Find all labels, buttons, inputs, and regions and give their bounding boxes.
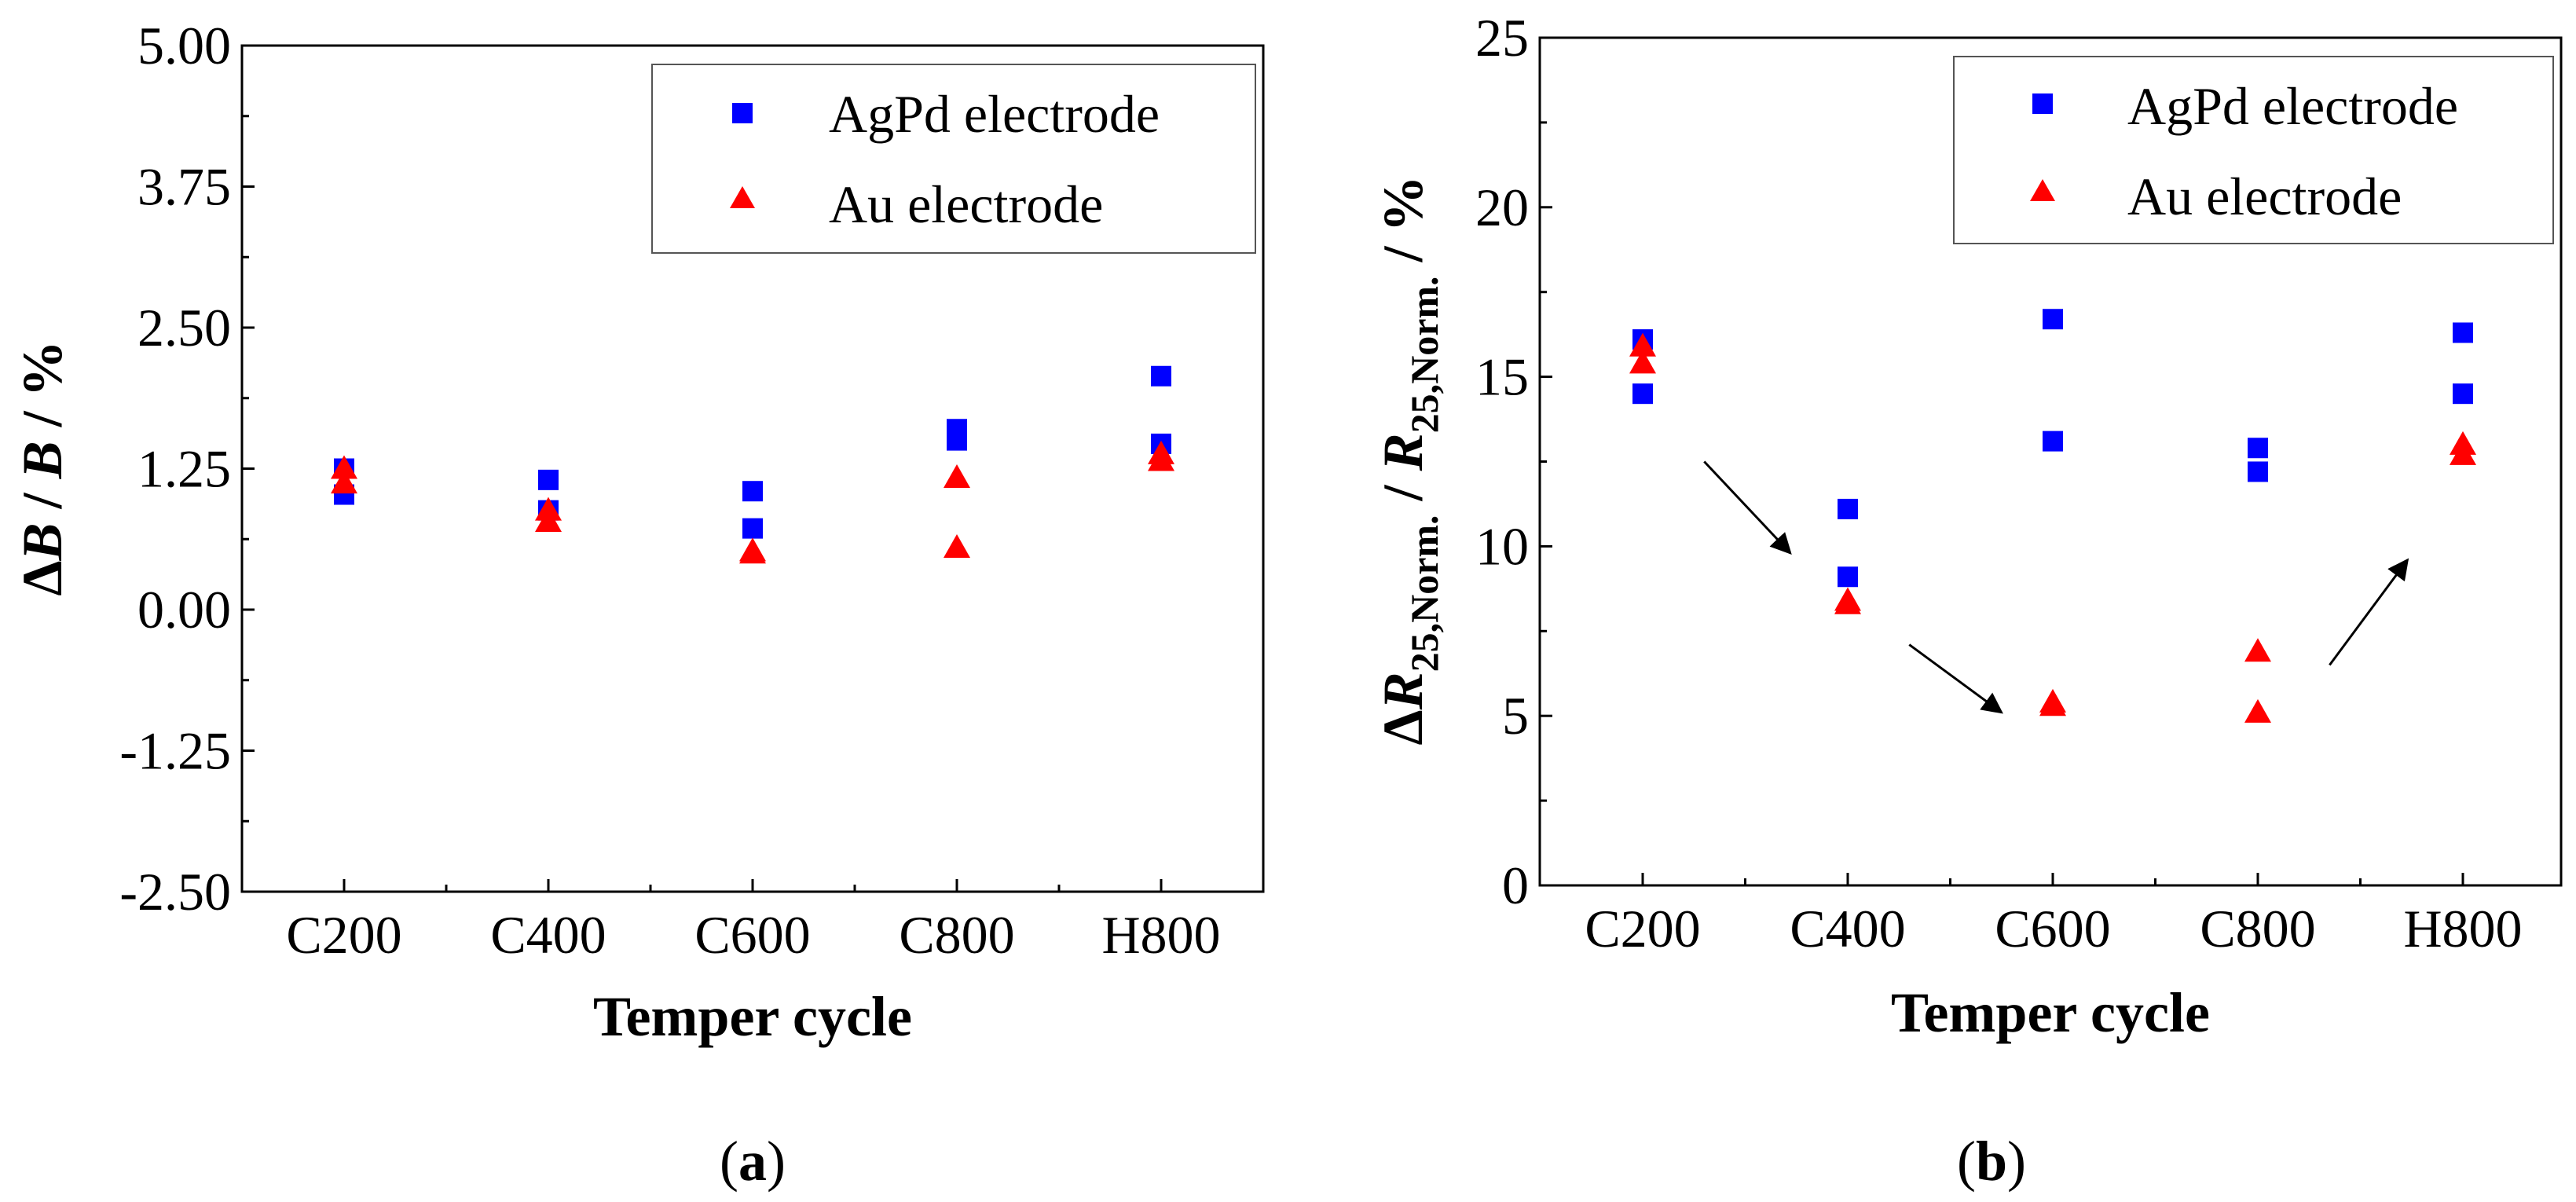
data-point-au <box>2244 698 2271 723</box>
y-label-sub2-b: 25,Norm. <box>1402 276 1446 433</box>
trend-arrows-b <box>1703 460 2409 714</box>
panel-letter-b: b <box>1976 1130 2007 1193</box>
y-tick-label: -1.25 <box>119 721 231 781</box>
legend-label-au-a: Au electrode <box>829 174 1103 234</box>
y-ticks-a: -2.50 -1.25 0.00 1.25 2.50 3.75 5.00 <box>119 16 255 922</box>
legend-label-agpd-a: AgPd electrode <box>829 84 1160 144</box>
trend-arrow <box>1703 460 1792 555</box>
y-label-var2-a: B <box>11 441 74 479</box>
x-tick-label: C400 <box>490 905 606 965</box>
x-ticks-a: C200 C400 C600 C800 H800 <box>286 879 1221 965</box>
legend-b: AgPd electrode Au electrode <box>1953 56 2554 244</box>
data-points-b <box>1629 309 2476 723</box>
trend-arrow <box>1908 643 2003 714</box>
data-point-au <box>331 470 357 494</box>
y-tick-label: 2.50 <box>137 298 231 357</box>
x-tick-label: H800 <box>1101 905 1220 965</box>
y-tick-label: 5.00 <box>137 16 231 75</box>
y-tick-label: 1.25 <box>137 439 231 499</box>
y-tick-label: 20 <box>1475 178 1529 237</box>
legend-a: AgPd electrode Au electrode <box>651 64 1256 254</box>
data-point-au <box>2039 692 2066 716</box>
data-point-au <box>2244 638 2271 662</box>
x-tick-label: C800 <box>899 905 1014 965</box>
x-tick-label: C200 <box>286 905 401 965</box>
legend-marker-au-a <box>730 186 755 208</box>
data-point-agpd <box>2248 438 2268 459</box>
y-tick-label: 0.00 <box>137 580 231 639</box>
legend-label-au-b: Au electrode <box>2127 167 2402 226</box>
y-label-var1-b: R <box>1372 672 1435 710</box>
x-tick-label: C400 <box>1790 899 1905 958</box>
y-tick-label: 0 <box>1502 856 1529 915</box>
data-point-au <box>535 508 562 532</box>
x-axis-label-a: Temper cycle <box>593 985 912 1048</box>
data-points-a <box>331 365 1174 564</box>
data-point-au <box>2450 441 2476 465</box>
y-label-sep1-a: / <box>11 478 74 522</box>
y-tick-label: 5 <box>1502 686 1529 746</box>
x-ticks-b: C200 C400 C600 C800 H800 <box>1585 873 2523 958</box>
x-axis-label-b: Temper cycle <box>1891 981 2210 1044</box>
y-axis-label-a: ΔB / B / % <box>11 340 74 596</box>
y-label-sep2-a: / % <box>11 340 74 441</box>
panel-letter-a: a <box>738 1130 767 1193</box>
trend-arrow <box>2329 558 2409 666</box>
y-ticks-b: 0 5 10 15 20 25 <box>1475 8 1552 915</box>
data-point-agpd <box>1151 365 1171 387</box>
data-point-agpd <box>538 469 559 490</box>
y-label-sub1-b: 25,Norm. <box>1402 515 1446 672</box>
data-point-agpd <box>742 481 763 502</box>
panel-label-a: (a) <box>720 1130 786 1193</box>
y-label-unit-b: / % <box>1372 175 1435 276</box>
y-label-delta-b: Δ <box>1372 709 1435 745</box>
y-tick-label: 10 <box>1475 516 1529 576</box>
y-label-sep-b: / <box>1372 471 1435 515</box>
legend-box-b <box>1953 56 2554 244</box>
y-label-delta-a: Δ <box>11 560 74 596</box>
data-point-agpd <box>2453 322 2473 343</box>
legend-marker-agpd-a <box>732 103 753 123</box>
y-axis-label-b: ΔR25,Norm. / R25,Norm. / % <box>1372 175 1446 745</box>
y-tick-label: 15 <box>1475 347 1529 407</box>
chart-panel-a: -2.50-1.250.001.252.503.755.00 C200 C400 C… <box>11 16 1265 1193</box>
data-point-agpd <box>947 430 967 451</box>
data-point-agpd <box>2453 383 2473 405</box>
y-tick-label: 3.75 <box>137 157 231 217</box>
legend-box-a <box>651 64 1256 254</box>
data-point-au <box>944 534 970 559</box>
x-tick-label: C600 <box>694 905 810 965</box>
y-tick-label: -2.50 <box>119 862 231 922</box>
data-point-au <box>944 464 970 488</box>
legend-marker-agpd-b <box>2032 93 2053 114</box>
y-label-var1-a: B <box>11 522 74 561</box>
data-point-agpd <box>2043 431 2063 452</box>
data-point-agpd <box>742 518 763 539</box>
data-point-au <box>739 540 766 564</box>
data-point-au <box>331 455 357 479</box>
data-point-agpd <box>2043 309 2063 330</box>
x-tick-label: C200 <box>1585 899 1700 958</box>
y-label-var2-b: R <box>1372 433 1435 471</box>
data-point-agpd <box>1838 566 1858 588</box>
x-tick-label: C600 <box>1995 899 2110 958</box>
data-point-au <box>1629 350 1656 374</box>
data-point-agpd <box>1632 383 1653 405</box>
legend-marker-au-b <box>2030 179 2055 201</box>
x-tick-label: C800 <box>2200 899 2315 958</box>
data-point-au <box>1629 332 1656 357</box>
y-tick-label: 25 <box>1475 8 1529 68</box>
data-point-au <box>1834 590 1861 614</box>
data-point-agpd <box>1838 498 1858 519</box>
x-tick-label: H800 <box>2403 899 2522 958</box>
chart-panel-b: 0 5 10 15 20 25 C200 C400 C600 C800 H800 Temper c… <box>1372 8 2563 1193</box>
data-point-au <box>1148 447 1174 471</box>
data-point-agpd <box>2248 461 2268 482</box>
panel-label-b: (b) <box>1957 1130 2026 1193</box>
legend-label-agpd-b: AgPd electrode <box>2127 76 2458 136</box>
